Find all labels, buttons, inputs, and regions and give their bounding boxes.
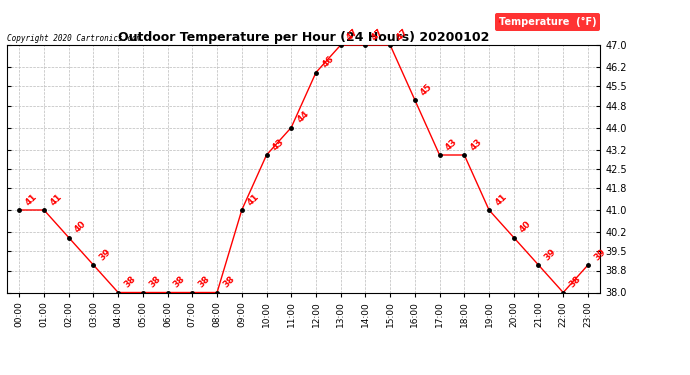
Text: 47: 47 bbox=[345, 27, 360, 42]
Text: 38: 38 bbox=[147, 274, 162, 290]
Text: 46: 46 bbox=[320, 54, 335, 70]
Text: 39: 39 bbox=[542, 247, 558, 262]
Text: 45: 45 bbox=[419, 82, 434, 97]
Text: 41: 41 bbox=[493, 192, 509, 207]
Text: 38: 38 bbox=[221, 274, 237, 290]
Text: 40: 40 bbox=[73, 219, 88, 235]
Text: Copyright 2020 Cartronics.com: Copyright 2020 Cartronics.com bbox=[7, 33, 141, 42]
Text: 41: 41 bbox=[48, 192, 63, 207]
Text: 41: 41 bbox=[23, 192, 39, 207]
Text: 38: 38 bbox=[122, 274, 137, 290]
Text: 38: 38 bbox=[567, 274, 582, 290]
Text: 40: 40 bbox=[518, 219, 533, 235]
Legend: Temperature  (°F): Temperature (°F) bbox=[495, 13, 600, 31]
Text: 47: 47 bbox=[370, 27, 385, 42]
Text: 43: 43 bbox=[270, 137, 286, 152]
Text: 39: 39 bbox=[97, 247, 113, 262]
Text: 44: 44 bbox=[295, 110, 310, 125]
Text: 39: 39 bbox=[592, 247, 607, 262]
Text: 38: 38 bbox=[197, 274, 212, 290]
Text: 43: 43 bbox=[444, 137, 459, 152]
Text: 47: 47 bbox=[394, 27, 410, 42]
Text: 38: 38 bbox=[172, 274, 187, 290]
Text: 41: 41 bbox=[246, 192, 262, 207]
Text: 43: 43 bbox=[469, 137, 484, 152]
Title: Outdoor Temperature per Hour (24 Hours) 20200102: Outdoor Temperature per Hour (24 Hours) … bbox=[118, 31, 489, 44]
